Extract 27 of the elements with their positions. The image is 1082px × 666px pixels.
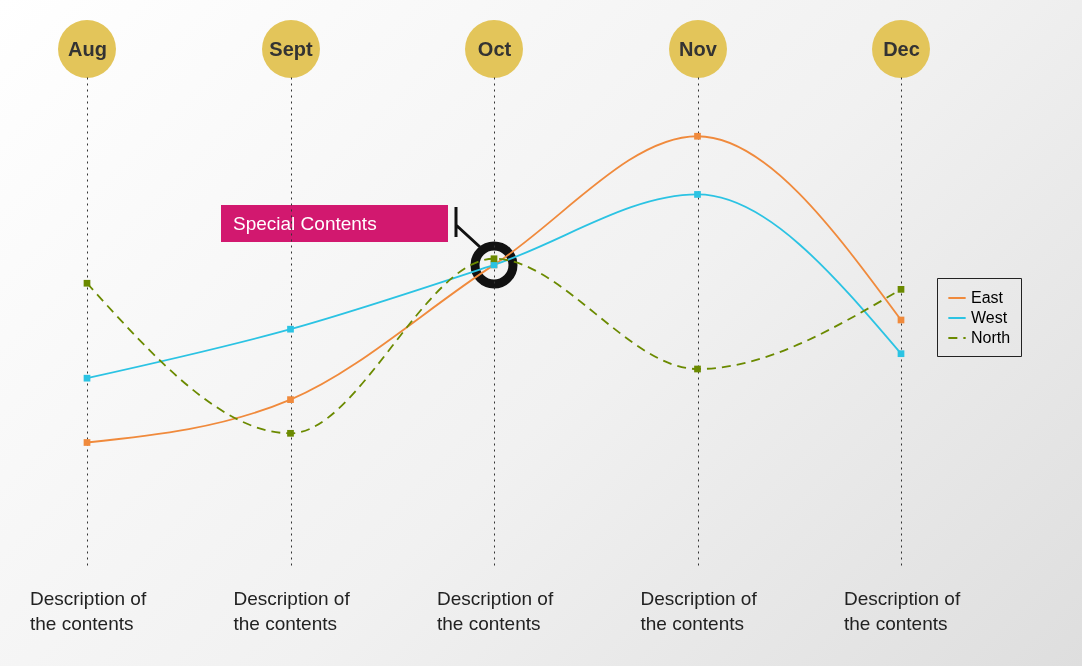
legend-label: East <box>971 289 1004 306</box>
point <box>694 191 701 198</box>
text: Description of the contents <box>30 587 148 636</box>
point <box>287 429 294 437</box>
text: Description of the contents <box>844 587 962 636</box>
legend-label: North <box>971 329 1011 346</box>
x-tick-label: Nov <box>679 37 718 60</box>
point <box>897 350 905 358</box>
x-tick-label: Sept <box>269 37 314 60</box>
point <box>83 279 91 287</box>
text: Description of the contents <box>437 587 555 636</box>
point <box>897 286 905 293</box>
x-tick-label: Dec <box>883 37 920 60</box>
annotation: Special Contents <box>221 205 448 242</box>
text: Description of the contents <box>233 587 351 636</box>
point <box>694 365 701 373</box>
point <box>83 374 91 382</box>
point <box>287 396 294 403</box>
point <box>83 439 91 446</box>
x-tick-label: Aug <box>68 37 107 60</box>
text: Description of the contents <box>640 587 758 636</box>
point <box>490 255 498 263</box>
x-tick-label: Oct <box>477 37 512 60</box>
point <box>694 132 701 140</box>
point <box>287 325 294 333</box>
legend-label: West <box>971 309 1008 326</box>
callout: Special Contents <box>221 205 521 305</box>
